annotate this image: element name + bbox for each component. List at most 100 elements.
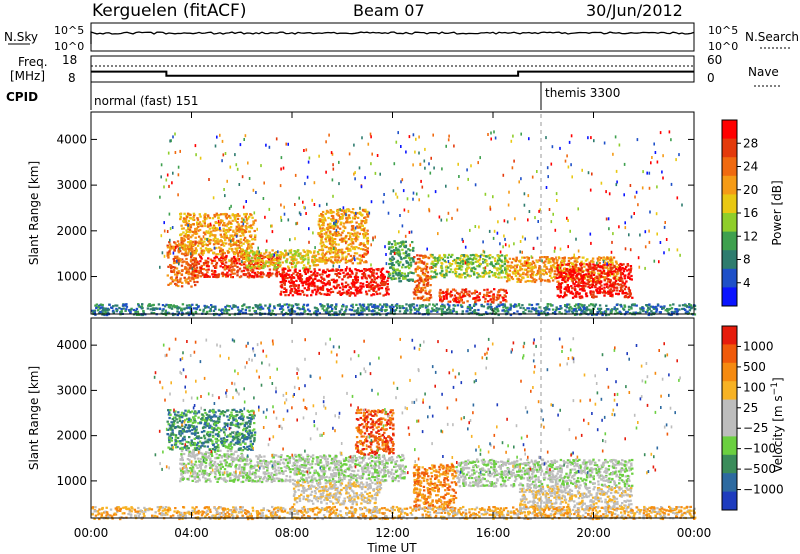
- freq-tick-bottom: 8: [68, 71, 76, 85]
- echo-cell: [123, 303, 127, 306]
- echo-cell: [567, 268, 570, 271]
- echo-cell: [325, 293, 328, 296]
- echo-cell: [340, 209, 343, 212]
- echo-cell: [576, 284, 579, 287]
- echo-cell: [589, 293, 593, 296]
- echo-cell: [171, 247, 174, 250]
- echo-cell: [208, 227, 212, 230]
- echo-cell: [363, 216, 366, 220]
- echo-cell: [307, 262, 310, 265]
- echo-cell: [605, 266, 608, 269]
- echo-cell: [439, 288, 442, 292]
- echo-cell: [294, 284, 297, 287]
- echo-cell: [298, 269, 301, 272]
- echo-cell: [395, 261, 398, 264]
- echo-cell: [128, 309, 131, 312]
- echo-cell: [352, 242, 355, 245]
- echo-cell: [392, 264, 396, 267]
- echo-cell: [175, 284, 178, 287]
- echo-cell: [208, 216, 211, 220]
- echo-cell: [189, 217, 193, 220]
- echo-cell: [626, 292, 629, 296]
- echo-cell: [325, 259, 328, 262]
- echo-cell: [377, 269, 380, 272]
- echo-cell: [411, 259, 415, 262]
- echo-cell: [353, 283, 356, 286]
- echo-cell: [205, 249, 209, 252]
- echo-cell: [225, 275, 228, 278]
- echo-cell: [605, 283, 609, 286]
- echo-cell: [211, 305, 214, 308]
- echo-cell: [514, 267, 517, 271]
- echo-cell: [389, 257, 392, 260]
- echo-cell: [408, 279, 411, 282]
- echo-cell: [235, 250, 239, 253]
- echo-cell: [425, 311, 429, 314]
- echo-cell: [225, 256, 228, 259]
- echo-cell: [596, 263, 600, 267]
- echo-cell: [322, 305, 326, 308]
- echo-cell: [395, 304, 398, 307]
- echo-cell: [334, 243, 338, 246]
- echo-cell: [369, 285, 373, 288]
- echo-cell: [317, 279, 321, 282]
- echo-cell: [295, 258, 298, 261]
- echo-cell: [201, 245, 204, 248]
- echo-cell: [524, 273, 528, 276]
- echo-cell: [223, 233, 226, 236]
- echo-cell: [466, 267, 469, 270]
- echo-cell: [394, 246, 398, 249]
- echo-cell: [210, 230, 213, 233]
- echo-cell: [469, 254, 473, 257]
- echo-cell: [230, 257, 234, 260]
- echo-cell: [165, 303, 168, 306]
- echo-cell: [418, 281, 421, 285]
- echo-cell: [185, 247, 189, 250]
- echo-cell: [259, 263, 262, 267]
- echo-cell: [473, 309, 476, 312]
- echo-cell: [353, 229, 356, 232]
- echo-cell: [252, 237, 255, 241]
- echo-cell: [541, 279, 544, 282]
- echo-cell: [253, 251, 256, 254]
- echo-cell: [213, 215, 216, 218]
- echo-cell: [243, 213, 247, 216]
- echo-cell: [227, 264, 231, 268]
- echo-cell: [460, 265, 464, 268]
- echo-cell: [185, 271, 189, 274]
- echo-cell: [335, 313, 339, 316]
- echo-cell: [509, 266, 513, 269]
- echo-cell: [248, 309, 251, 312]
- echo-cell: [575, 268, 579, 271]
- echo-cell: [368, 270, 372, 273]
- echo-cell: [519, 280, 522, 283]
- echo-cell: [195, 308, 198, 311]
- echo-cell: [338, 261, 341, 264]
- echo-cell: [628, 290, 631, 293]
- echo-cell: [386, 285, 389, 288]
- echo-cell: [549, 303, 552, 306]
- echo-cell: [445, 295, 448, 298]
- echo-cell: [319, 286, 322, 289]
- echo-cell: [255, 273, 259, 276]
- echo-cell: [244, 273, 247, 276]
- echo-cell: [356, 262, 360, 265]
- echo-cell: [526, 261, 529, 264]
- echo-cell: [181, 281, 184, 284]
- echo-cell: [350, 239, 353, 242]
- echo-cell: [475, 296, 478, 299]
- echo-cell: [361, 272, 364, 276]
- echo-cell: [409, 305, 412, 309]
- echo-cell: [348, 286, 351, 289]
- echo-cell: [526, 279, 529, 283]
- echo-cell: [331, 238, 334, 241]
- echo-cell: [308, 267, 311, 270]
- echo-cell: [526, 271, 529, 274]
- echo-cell: [180, 227, 184, 230]
- echo-cell: [204, 243, 207, 246]
- echo-cell: [580, 281, 583, 284]
- echo-cell: [382, 277, 385, 280]
- echo-cell: [357, 269, 360, 272]
- echo-cell: [327, 280, 331, 283]
- echo-cell: [329, 226, 332, 229]
